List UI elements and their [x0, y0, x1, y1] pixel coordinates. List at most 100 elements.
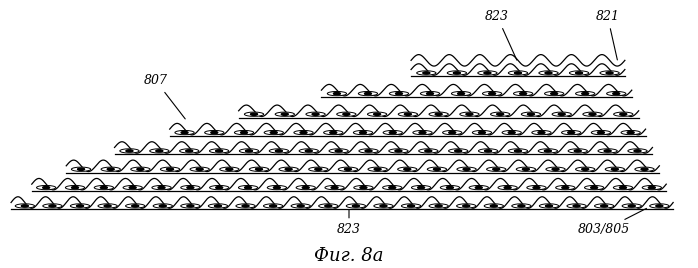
Ellipse shape: [491, 112, 510, 116]
Ellipse shape: [367, 112, 387, 116]
Ellipse shape: [527, 185, 546, 190]
Ellipse shape: [209, 149, 229, 153]
Ellipse shape: [315, 168, 322, 170]
Ellipse shape: [22, 205, 29, 207]
Ellipse shape: [209, 185, 229, 190]
Ellipse shape: [584, 185, 604, 190]
Ellipse shape: [528, 113, 535, 116]
Ellipse shape: [408, 205, 415, 207]
Ellipse shape: [251, 113, 258, 116]
Ellipse shape: [239, 149, 259, 153]
Ellipse shape: [567, 204, 586, 208]
Ellipse shape: [380, 205, 387, 207]
Ellipse shape: [196, 168, 203, 170]
Ellipse shape: [597, 131, 604, 134]
Ellipse shape: [447, 187, 454, 189]
Ellipse shape: [433, 168, 440, 170]
Ellipse shape: [300, 131, 307, 134]
Ellipse shape: [514, 91, 533, 96]
Ellipse shape: [329, 131, 336, 134]
Ellipse shape: [512, 204, 531, 208]
Ellipse shape: [335, 150, 342, 152]
Ellipse shape: [521, 112, 541, 116]
Ellipse shape: [473, 131, 491, 135]
Ellipse shape: [255, 168, 262, 170]
Ellipse shape: [463, 205, 470, 207]
Ellipse shape: [368, 167, 387, 171]
Ellipse shape: [77, 168, 84, 170]
Ellipse shape: [373, 113, 380, 116]
Ellipse shape: [447, 71, 466, 75]
Ellipse shape: [435, 113, 442, 116]
Ellipse shape: [413, 131, 432, 135]
Ellipse shape: [570, 71, 588, 75]
Ellipse shape: [613, 92, 620, 95]
Ellipse shape: [239, 185, 258, 190]
Ellipse shape: [595, 204, 614, 208]
Ellipse shape: [327, 91, 347, 96]
Ellipse shape: [546, 205, 553, 207]
Ellipse shape: [297, 205, 304, 207]
Ellipse shape: [581, 92, 588, 95]
Ellipse shape: [411, 185, 431, 190]
Ellipse shape: [607, 91, 626, 96]
Ellipse shape: [482, 91, 502, 96]
Ellipse shape: [156, 150, 163, 152]
Ellipse shape: [576, 91, 595, 96]
Ellipse shape: [43, 204, 62, 208]
Ellipse shape: [634, 150, 641, 152]
Ellipse shape: [153, 204, 172, 208]
Ellipse shape: [487, 167, 506, 171]
Ellipse shape: [600, 71, 619, 75]
Ellipse shape: [552, 168, 559, 170]
Ellipse shape: [628, 131, 634, 134]
Ellipse shape: [120, 149, 139, 153]
Ellipse shape: [374, 168, 381, 170]
Ellipse shape: [77, 205, 84, 207]
Ellipse shape: [101, 167, 120, 171]
Ellipse shape: [249, 167, 269, 171]
Ellipse shape: [383, 185, 402, 190]
Ellipse shape: [336, 112, 356, 116]
Ellipse shape: [270, 131, 277, 134]
Ellipse shape: [36, 185, 56, 190]
Ellipse shape: [497, 113, 504, 116]
Ellipse shape: [498, 185, 517, 190]
Ellipse shape: [274, 187, 281, 189]
Ellipse shape: [650, 204, 669, 208]
Ellipse shape: [70, 204, 89, 208]
Ellipse shape: [399, 112, 417, 116]
Ellipse shape: [620, 113, 627, 116]
Ellipse shape: [152, 185, 171, 190]
Ellipse shape: [187, 205, 194, 207]
Ellipse shape: [107, 168, 114, 170]
Ellipse shape: [137, 168, 144, 170]
Ellipse shape: [417, 187, 424, 189]
Ellipse shape: [267, 185, 287, 190]
Ellipse shape: [236, 204, 255, 208]
Ellipse shape: [242, 205, 249, 207]
Ellipse shape: [583, 112, 602, 116]
Ellipse shape: [352, 205, 359, 207]
Ellipse shape: [454, 72, 461, 74]
Ellipse shape: [104, 205, 111, 207]
Ellipse shape: [440, 185, 459, 190]
Ellipse shape: [126, 204, 145, 208]
Ellipse shape: [514, 150, 521, 152]
Ellipse shape: [425, 150, 432, 152]
Ellipse shape: [211, 131, 218, 134]
Ellipse shape: [123, 185, 142, 190]
Ellipse shape: [479, 131, 485, 134]
Ellipse shape: [389, 131, 396, 134]
Ellipse shape: [263, 204, 283, 208]
Ellipse shape: [423, 72, 430, 74]
Ellipse shape: [614, 185, 632, 190]
Ellipse shape: [641, 168, 648, 170]
Ellipse shape: [389, 187, 396, 189]
Ellipse shape: [187, 187, 194, 189]
Ellipse shape: [149, 149, 169, 153]
Ellipse shape: [299, 149, 318, 153]
Ellipse shape: [306, 112, 325, 116]
Ellipse shape: [567, 131, 574, 134]
Ellipse shape: [508, 71, 528, 75]
